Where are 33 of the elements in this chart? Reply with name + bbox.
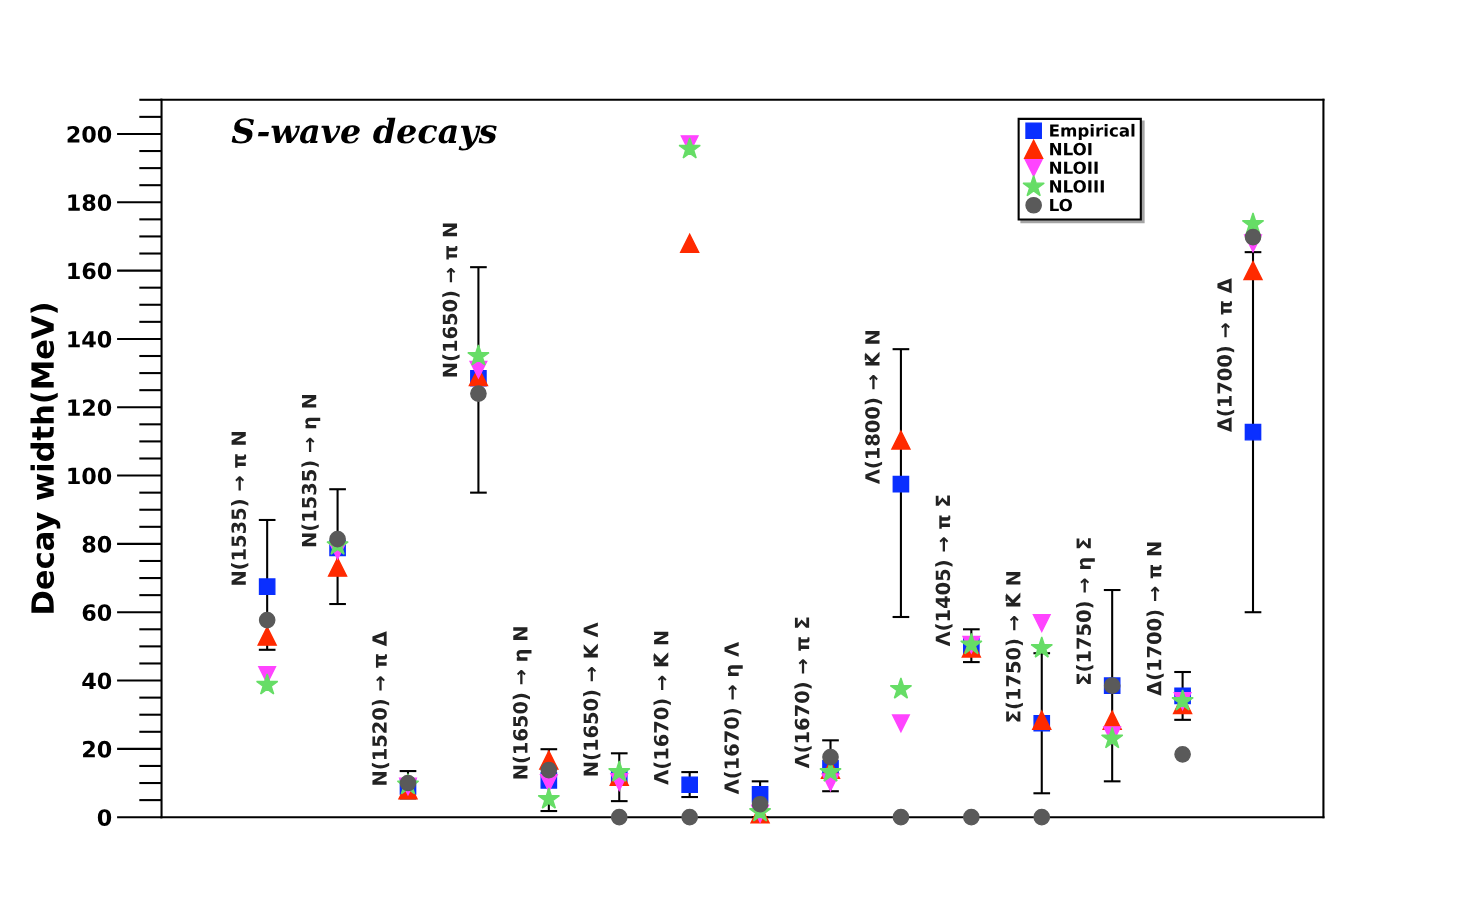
- legend-label: LO: [1050, 198, 1072, 212]
- x-tick-label: Δ(1700) → π Δ: [1216, 278, 1235, 433]
- x-tick-label: Λ(1800) → K̄ N: [864, 331, 883, 485]
- x-tick-label: N(1535) → π N: [231, 431, 249, 585]
- x-tick-label: Σ(1750) → η Σ: [1076, 538, 1095, 684]
- y-tick-label: 80: [82, 535, 112, 553]
- x-tick-label: Σ(1750) → K̄ N: [1005, 571, 1023, 722]
- text: S-wave decays: [231, 117, 497, 151]
- x-tick-label: Δ(1700) → π N: [1146, 542, 1164, 696]
- x-tick-label: N(1650) → K Λ: [583, 622, 601, 776]
- y-tick-label: 160: [68, 262, 112, 280]
- x-tick-label: N(1520) → π Δ: [371, 631, 390, 785]
- y-tick-label: 40: [82, 672, 112, 690]
- x-tick-label: Λ(1405) → π Σ: [935, 495, 953, 647]
- y-axis-title: Decay width(MeV): [30, 304, 61, 613]
- x-tick-label: Λ(1670) → π Σ: [794, 617, 812, 769]
- y-tick-label: 140: [68, 330, 112, 348]
- y-tick-label: 60: [82, 604, 112, 621]
- x-tick-label: Λ(1670) → η Λ: [723, 641, 743, 795]
- legend-label: NLOII: [1050, 161, 1098, 175]
- y-tick-label: 0: [97, 809, 112, 826]
- y-tick-label: 100: [68, 467, 112, 485]
- y-tick-label: 200: [67, 125, 112, 143]
- x-tick-label: N(1650) → π N: [442, 223, 460, 377]
- x-tick-label: Λ(1670) → K̄ N: [653, 631, 671, 785]
- y-tick-label: 180: [68, 194, 112, 212]
- x-tick-label: N(1650) → η N: [512, 627, 532, 779]
- legend-label: NLOIII: [1050, 180, 1104, 193]
- x-tick-label: N(1535) → η N: [301, 394, 321, 547]
- y-tick-label: 120: [68, 399, 112, 417]
- legend-label: NLOI: [1050, 142, 1092, 156]
- y-tick-label: 20: [83, 740, 112, 758]
- legend-label: Empirical: [1050, 123, 1135, 141]
